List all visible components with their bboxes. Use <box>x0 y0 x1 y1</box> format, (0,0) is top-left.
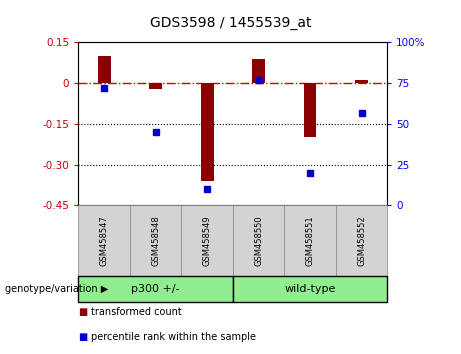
Bar <box>98 56 111 83</box>
Text: wild-type: wild-type <box>284 284 336 294</box>
Text: GSM458548: GSM458548 <box>151 215 160 266</box>
Text: GSM458551: GSM458551 <box>306 215 314 266</box>
Text: GSM458550: GSM458550 <box>254 215 263 266</box>
Text: GSM458549: GSM458549 <box>202 215 212 266</box>
Text: GSM458552: GSM458552 <box>357 215 366 266</box>
Text: GDS3598 / 1455539_at: GDS3598 / 1455539_at <box>150 16 311 30</box>
Bar <box>201 83 213 181</box>
Text: ■: ■ <box>78 307 88 317</box>
Text: p300 +/-: p300 +/- <box>131 284 180 294</box>
Bar <box>149 83 162 88</box>
Text: transformed count: transformed count <box>91 307 182 317</box>
Bar <box>304 83 316 137</box>
Text: genotype/variation ▶: genotype/variation ▶ <box>5 284 108 294</box>
Text: GSM458547: GSM458547 <box>100 215 109 266</box>
Text: ■: ■ <box>78 332 88 342</box>
Bar <box>355 80 368 83</box>
Text: percentile rank within the sample: percentile rank within the sample <box>91 332 256 342</box>
Bar <box>252 59 265 83</box>
